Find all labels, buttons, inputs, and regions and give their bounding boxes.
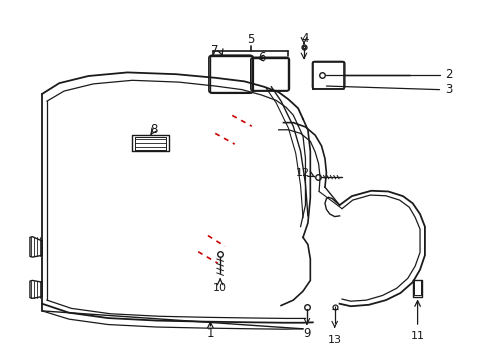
Text: 10: 10 (213, 283, 226, 293)
Text: 5: 5 (246, 32, 254, 46)
Text: 3: 3 (445, 83, 452, 96)
Text: 11: 11 (410, 331, 424, 341)
Text: 4: 4 (301, 32, 308, 45)
Text: 7: 7 (211, 44, 219, 57)
Text: 6: 6 (257, 51, 265, 64)
Text: 13: 13 (327, 334, 341, 345)
Text: 12: 12 (295, 168, 309, 178)
Text: 1: 1 (206, 327, 214, 340)
Text: 2: 2 (445, 68, 452, 81)
Text: 9: 9 (303, 327, 310, 340)
Text: 8: 8 (150, 123, 158, 136)
